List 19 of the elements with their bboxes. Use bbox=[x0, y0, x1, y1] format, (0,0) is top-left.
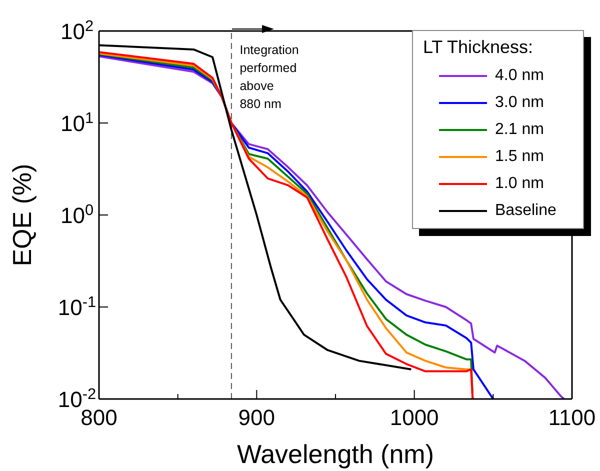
legend-title: LT Thickness: bbox=[423, 37, 534, 58]
y-axis-title: EQE (%) bbox=[7, 164, 38, 266]
line-series bbox=[99, 55, 566, 399]
x-tick-label: 800 bbox=[80, 405, 118, 430]
legend-label: 1.0 nm bbox=[495, 174, 545, 192]
legend-label: 1.5 nm bbox=[495, 148, 545, 166]
x-tick-label: 1100 bbox=[548, 405, 596, 430]
x-tick-label: 900 bbox=[238, 405, 276, 430]
y-tick-label: 10$^{-1}$ bbox=[58, 294, 96, 320]
y-tick-label: 10$^{0}$ bbox=[60, 202, 94, 228]
y-tick-label: 10$^{2}$ bbox=[60, 18, 94, 44]
legend-label: 3.0 nm bbox=[495, 94, 545, 112]
legend-label: Baseline bbox=[495, 202, 558, 220]
x-tick-label: 1000 bbox=[390, 405, 439, 430]
x-axis-title: Wavelength (nm) bbox=[237, 439, 434, 469]
annotation: Integration performed above 880 nm bbox=[240, 42, 299, 113]
y-tick-label: 10$^{1}$ bbox=[60, 110, 94, 136]
legend-label: 4.0 nm bbox=[495, 66, 545, 84]
legend-label: 2.1 nm bbox=[495, 120, 545, 138]
